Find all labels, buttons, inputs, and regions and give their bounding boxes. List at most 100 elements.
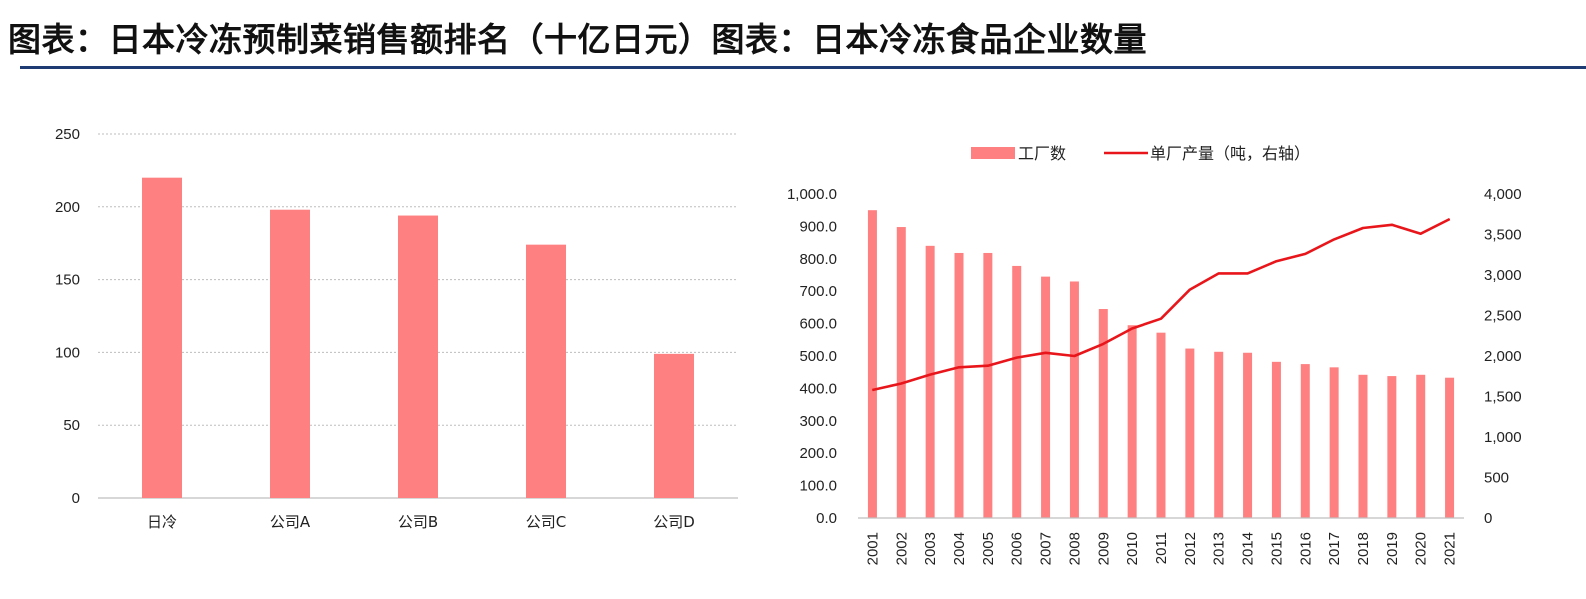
y-left-tick-label: 100.0 [799, 478, 837, 495]
line-point [1160, 318, 1162, 320]
y-right-tick-label: 1,000 [1484, 429, 1522, 446]
x-tick-label: 2008 [1066, 532, 1083, 565]
x-tick-label: 日冷 [147, 513, 177, 531]
x-tick-label: 2003 [922, 532, 939, 565]
bar [270, 209, 310, 498]
line-point [1131, 327, 1133, 329]
y-left-tick-label: 800.0 [799, 251, 837, 268]
page-title: 图表：日本冷冻预制菜销售额排名（十亿日元）图表：日本冷冻食品企业数量 [8, 20, 1147, 59]
x-tick-label: 2015 [1268, 532, 1285, 565]
bar [1329, 367, 1339, 518]
line-point [1189, 289, 1191, 291]
bar [1214, 351, 1224, 518]
x-tick-label: 公司D [653, 513, 695, 531]
x-tick-label: 2006 [1009, 532, 1026, 565]
x-tick-label: 2021 [1442, 532, 1459, 565]
bar [896, 227, 906, 518]
x-tick-label: 2002 [893, 532, 910, 565]
line-point [1275, 260, 1277, 262]
y-left-tick-label: 400.0 [799, 380, 837, 397]
x-tick-label: 2001 [864, 532, 881, 565]
y-right-tick-label: 500 [1484, 470, 1509, 487]
bar [1271, 361, 1281, 518]
bar [1185, 348, 1195, 518]
x-tick-label: 2020 [1413, 532, 1430, 565]
line-point [958, 366, 960, 368]
line-point [1420, 233, 1422, 235]
bar [142, 177, 182, 498]
bar [1416, 374, 1426, 518]
bar [1243, 352, 1253, 518]
y-tick-label: 200 [55, 199, 80, 216]
y-left-tick-label: 0.0 [816, 510, 837, 527]
line-point [900, 383, 902, 385]
x-tick-label: 2019 [1384, 532, 1401, 565]
bar [1445, 377, 1455, 518]
bar [1300, 364, 1310, 518]
line-point [1449, 218, 1451, 220]
bar [1041, 276, 1051, 518]
line-point [987, 365, 989, 367]
line-point [929, 374, 931, 376]
bar [1387, 376, 1397, 518]
bar [983, 252, 993, 518]
bar [925, 245, 935, 518]
bar [1012, 265, 1022, 518]
y-tick-label: 150 [55, 272, 80, 289]
line-point [1333, 238, 1335, 240]
line-point [871, 389, 873, 391]
bar [1156, 332, 1166, 518]
bar [654, 353, 694, 498]
y-tick-label: 100 [55, 344, 80, 361]
y-right-tick-label: 4,000 [1484, 186, 1522, 203]
line-point [1073, 355, 1075, 357]
legend-label-bars: 工厂数 [1018, 144, 1066, 163]
y-left-tick-label: 1,000.0 [787, 186, 837, 203]
x-tick-label: 2005 [980, 532, 997, 565]
legend-swatch-bars [971, 147, 1015, 159]
line-point [1362, 227, 1364, 229]
line-point [1247, 272, 1249, 274]
y-tick-label: 250 [55, 126, 80, 143]
title-divider [20, 66, 1586, 69]
line-point [1102, 343, 1104, 345]
x-tick-label: 2011 [1153, 532, 1170, 564]
line-point [1304, 253, 1306, 255]
x-tick-label: 2016 [1297, 532, 1314, 565]
y-left-tick-label: 700.0 [799, 283, 837, 300]
bar [526, 244, 566, 498]
x-tick-label: 2012 [1182, 532, 1199, 565]
y-right-tick-label: 0 [1484, 510, 1492, 527]
y-right-tick-label: 2,500 [1484, 308, 1522, 325]
bar [867, 210, 877, 518]
bar [1358, 374, 1368, 518]
y-left-tick-label: 500.0 [799, 348, 837, 365]
x-tick-label: 公司B [398, 513, 438, 531]
bar [1069, 281, 1079, 518]
y-tick-label: 50 [63, 417, 80, 434]
y-tick-label: 0 [72, 490, 80, 507]
line-point [1218, 272, 1220, 274]
y-right-tick-label: 2,000 [1484, 348, 1522, 365]
y-right-tick-label: 3,000 [1484, 267, 1522, 284]
x-tick-label: 公司A [270, 513, 311, 531]
bar [954, 252, 964, 518]
x-tick-label: 2009 [1095, 532, 1112, 565]
line-point [1016, 357, 1018, 359]
line-point [1391, 224, 1393, 226]
legend-label-line: 单厂产量（吨，右轴） [1150, 144, 1310, 163]
y-left-tick-label: 900.0 [799, 218, 837, 235]
y-left-tick-label: 300.0 [799, 413, 837, 430]
x-tick-label: 2017 [1326, 532, 1343, 565]
y-left-tick-label: 600.0 [799, 316, 837, 333]
bar [398, 215, 438, 498]
y-left-tick-label: 200.0 [799, 445, 837, 462]
x-tick-label: 2004 [951, 532, 968, 565]
x-tick-label: 2007 [1038, 532, 1055, 565]
x-tick-label: 2018 [1355, 532, 1372, 565]
x-tick-label: 公司C [526, 513, 566, 531]
y-right-tick-label: 1,500 [1484, 389, 1522, 406]
line-point [1045, 352, 1047, 354]
